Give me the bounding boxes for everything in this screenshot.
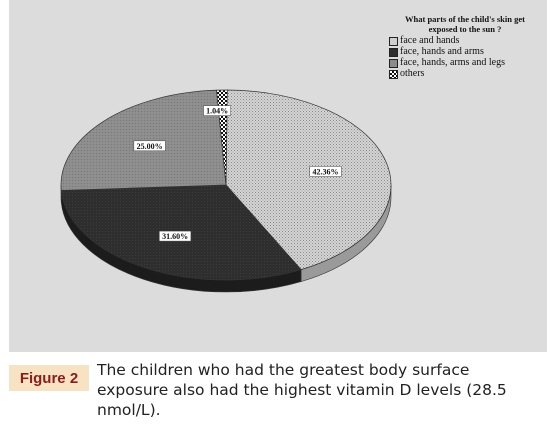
pie-value-label: 1.04% — [203, 105, 231, 116]
legend-label: others — [400, 68, 425, 79]
figure-caption: Figure 2 The children who had the greate… — [9, 358, 549, 428]
caption-text: The children who had the greatest body s… — [97, 361, 507, 419]
legend-swatch-grey — [389, 59, 398, 68]
legend-label: face, hands and arms — [400, 46, 484, 57]
pie-chart: 42.36% 31.60% 25.00% 1.04% — [60, 89, 392, 293]
legend-item-face-hands-arms: face, hands and arms — [389, 47, 542, 57]
legend-swatch-checker — [389, 70, 398, 79]
pie-value-label: 25.00% — [133, 140, 166, 152]
pie-slice-face-and-hands — [225, 89, 392, 271]
legend-title: What parts of the child's skin get expos… — [405, 14, 525, 34]
svg-text:42.36%: 42.36% — [313, 167, 339, 176]
svg-text:25.00%: 25.00% — [137, 142, 163, 151]
legend: What parts of the child's skin get expos… — [387, 14, 542, 79]
pie-labels: 42.36% 31.60% 25.00% 1.04% — [133, 105, 342, 242]
pie-value-label: 42.36% — [309, 166, 342, 177]
chart-panel: 42.36% 31.60% 25.00% 1.04% What parts of th… — [9, 0, 547, 352]
legend-label: face, hands, arms and legs — [400, 57, 505, 68]
svg-text:31.60%: 31.60% — [162, 232, 188, 241]
pie-slice-face-hands-arms-and-legs — [60, 89, 227, 191]
pie-slices — [60, 89, 392, 281]
legend-item-others: others — [389, 69, 542, 79]
svg-text:1.04%: 1.04% — [206, 107, 228, 116]
pie-value-label: 31.60% — [159, 230, 192, 242]
legend-item-face-and-hands: face and hands — [389, 36, 542, 46]
legend-label: face and hands — [400, 35, 460, 46]
figure-label: Figure 2 — [9, 365, 89, 391]
legend-swatch-dark — [389, 48, 398, 57]
legend-item-face-hands-arms-legs: face, hands, arms and legs — [389, 58, 542, 68]
legend-swatch-light-dots — [389, 37, 398, 46]
